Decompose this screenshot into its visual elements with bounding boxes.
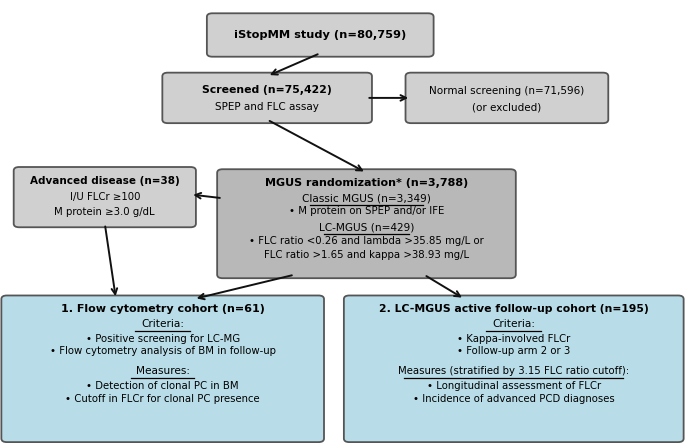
Text: Advanced disease (n=38): Advanced disease (n=38) [30, 176, 179, 186]
Text: Criteria:: Criteria: [493, 319, 535, 329]
FancyBboxPatch shape [217, 169, 516, 278]
FancyBboxPatch shape [344, 295, 684, 442]
FancyBboxPatch shape [162, 73, 372, 123]
Text: • Flow cytometry analysis of BM in follow-up: • Flow cytometry analysis of BM in follo… [50, 346, 275, 356]
Text: • M protein on SPEP and/or IFE: • M protein on SPEP and/or IFE [289, 206, 444, 216]
Text: • FLC ratio <0.26 and lambda >35.85 mg/L or: • FLC ratio <0.26 and lambda >35.85 mg/L… [249, 237, 484, 246]
Text: I/U FLCr ≥100: I/U FLCr ≥100 [70, 192, 140, 202]
FancyBboxPatch shape [1, 295, 324, 442]
Text: FLC ratio >1.65 and kappa >38.93 mg/L: FLC ratio >1.65 and kappa >38.93 mg/L [264, 250, 469, 260]
FancyBboxPatch shape [406, 73, 608, 123]
Text: Screened (n=75,422): Screened (n=75,422) [202, 85, 332, 95]
FancyBboxPatch shape [207, 13, 434, 57]
Text: Classic MGUS (n=3,349): Classic MGUS (n=3,349) [302, 193, 431, 203]
Text: • Positive screening for LC-MG: • Positive screening for LC-MG [86, 334, 240, 344]
Text: Measures (stratified by 3.15 FLC ratio cutoff):: Measures (stratified by 3.15 FLC ratio c… [398, 366, 630, 376]
Text: • Longitudinal assessment of FLCr: • Longitudinal assessment of FLCr [427, 381, 601, 391]
Text: (or excluded): (or excluded) [472, 102, 542, 113]
Text: 2. LC-MGUS active follow-up cohort (n=195): 2. LC-MGUS active follow-up cohort (n=19… [379, 304, 649, 314]
Text: Measures:: Measures: [136, 366, 190, 376]
Text: • Follow-up arm 2 or 3: • Follow-up arm 2 or 3 [457, 346, 571, 356]
Text: M protein ≥3.0 g/dL: M protein ≥3.0 g/dL [55, 207, 155, 217]
Text: MGUS randomization* (n=3,788): MGUS randomization* (n=3,788) [265, 178, 468, 187]
FancyBboxPatch shape [14, 167, 196, 227]
Text: • Cutoff in FLCr for clonal PC presence: • Cutoff in FLCr for clonal PC presence [65, 394, 260, 404]
Text: Criteria:: Criteria: [141, 319, 184, 329]
Text: SPEP and FLC assay: SPEP and FLC assay [215, 102, 319, 113]
Text: Normal screening (n=71,596): Normal screening (n=71,596) [429, 86, 584, 96]
Text: • Incidence of advanced PCD diagnoses: • Incidence of advanced PCD diagnoses [413, 394, 614, 404]
Text: • Detection of clonal PC in BM: • Detection of clonal PC in BM [86, 381, 239, 391]
Text: • Kappa-involved FLCr: • Kappa-involved FLCr [457, 334, 571, 344]
Text: 1. Flow cytometry cohort (n=61): 1. Flow cytometry cohort (n=61) [61, 304, 264, 314]
Text: iStopMM study (n=80,759): iStopMM study (n=80,759) [234, 30, 406, 40]
Text: LC-MGUS (n=429): LC-MGUS (n=429) [319, 222, 414, 232]
